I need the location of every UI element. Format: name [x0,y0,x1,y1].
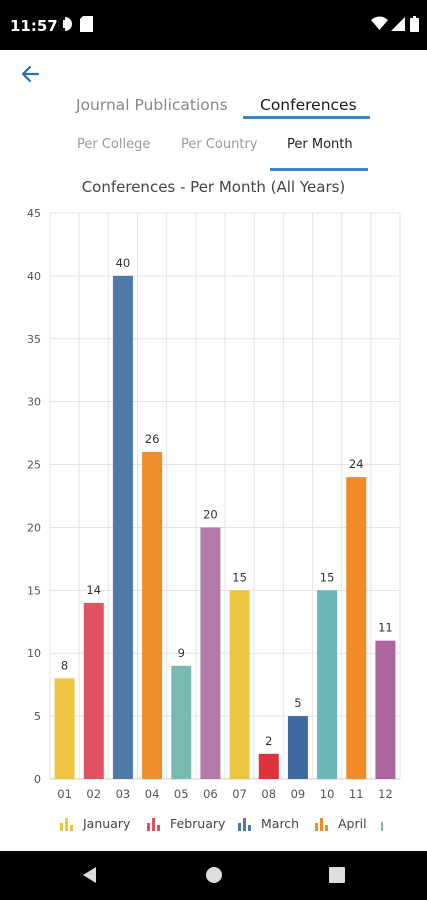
data-label-05: 9 [178,646,185,660]
y-tick-label: 15 [27,584,41,597]
legend-bar-mark [243,817,246,831]
bar-05 [171,665,192,779]
data-label-06: 20 [203,507,218,521]
legend-bar-mark [315,822,318,831]
recents-square-icon[interactable] [328,865,346,885]
bar-03 [112,275,133,779]
legend-label: March [261,816,300,831]
data-label-03: 40 [116,256,131,270]
bar-09 [287,716,308,779]
legend-bar-mark [248,824,251,831]
legend-bar-mark [238,822,241,831]
y-tick-label: 10 [27,647,41,660]
status-bar: 11:57 [0,0,427,50]
wifi-icon [371,16,388,30]
tab-journal-publications[interactable]: Journal Publications [76,96,228,114]
arrow-left-icon [21,65,40,83]
legend-bar-mark [60,822,63,831]
x-tick-label: 04 [145,787,160,801]
x-tick-label: 09 [291,787,306,801]
home-circle-icon[interactable] [204,865,224,885]
bar-08 [258,753,279,779]
data-label-01: 8 [61,658,68,672]
chart-legend: January February March April [0,812,427,840]
subtab-per-college[interactable]: Per College [77,137,151,152]
x-tick-label: 02 [86,787,101,801]
bar-04 [142,451,163,779]
x-tick-label: 07 [232,787,247,801]
legend-bar-mark [157,824,160,831]
legend-label: February [170,816,226,831]
y-tick-label: 30 [27,396,41,409]
x-tick-label: 11 [349,787,364,801]
data-label-10: 15 [320,570,335,584]
y-tick-label: 35 [27,333,41,346]
tab-conferences-indicator [243,116,370,119]
legend-overflow-marker [381,822,383,831]
bar-10 [317,590,338,779]
legend-bar-mark [147,822,150,831]
bar-chart: 0510152025303540458011402400326049052006… [27,207,401,801]
x-tick-label: 06 [203,787,218,801]
y-tick-label: 45 [27,207,41,220]
bar-01 [54,678,75,779]
x-tick-label: 10 [320,787,335,801]
data-label-12: 11 [378,621,393,635]
legend-bar-mark [65,817,68,831]
navigation-bar [0,851,427,900]
x-tick-label: 01 [57,787,72,801]
x-tick-label: 12 [378,787,393,801]
legend-bar-mark [320,817,323,831]
legend-bar-mark [152,817,155,831]
status-time: 11:57 [10,17,58,35]
sd-card-icon [80,16,93,32]
legend-bar-icon [315,817,328,831]
data-label-08: 2 [265,734,272,748]
back-triangle-icon[interactable] [80,865,98,885]
x-tick-label: 03 [116,787,131,801]
legend-bar-icon [60,817,73,831]
bar-06 [200,527,221,779]
legend-bar-icon [147,817,160,831]
legend-bar-icon [238,817,251,831]
battery-icon [410,16,419,32]
y-tick-label: 0 [34,773,41,786]
y-tick-label: 40 [27,270,41,283]
data-label-09: 5 [294,696,301,710]
tab-conferences[interactable]: Conferences [260,96,357,114]
data-label-11: 24 [349,457,364,471]
legend-item-april[interactable]: April [314,816,367,831]
bar-12 [375,640,396,779]
legend-label: April [338,816,367,831]
data-label-07: 15 [232,570,247,584]
bar-07 [229,590,250,779]
legend-item-february[interactable]: February [146,816,225,831]
subtab-per-month-indicator [270,168,368,171]
data-label-04: 26 [145,432,160,446]
chart-title: Conferences - Per Month (All Years) [81,178,346,196]
x-tick-label: 08 [261,787,276,801]
subtab-per-country[interactable]: Per Country [181,137,258,152]
legend-item-january[interactable]: January [59,816,130,831]
y-tick-label: 5 [34,710,41,723]
bar-02 [83,602,104,779]
y-tick-label: 25 [27,459,41,472]
back-button[interactable] [16,60,44,88]
legend-item-march[interactable]: March [237,816,299,831]
legend-bar-mark [70,824,73,831]
data-saver-icon [58,17,72,31]
legend-bar-mark [325,824,328,831]
bar-11 [346,477,367,779]
y-tick-label: 20 [27,521,41,534]
legend-label: January [83,816,131,831]
data-label-02: 14 [86,583,101,597]
x-tick-label: 05 [174,787,189,801]
signal-icon [391,17,405,31]
subtab-per-month[interactable]: Per Month [287,137,353,152]
